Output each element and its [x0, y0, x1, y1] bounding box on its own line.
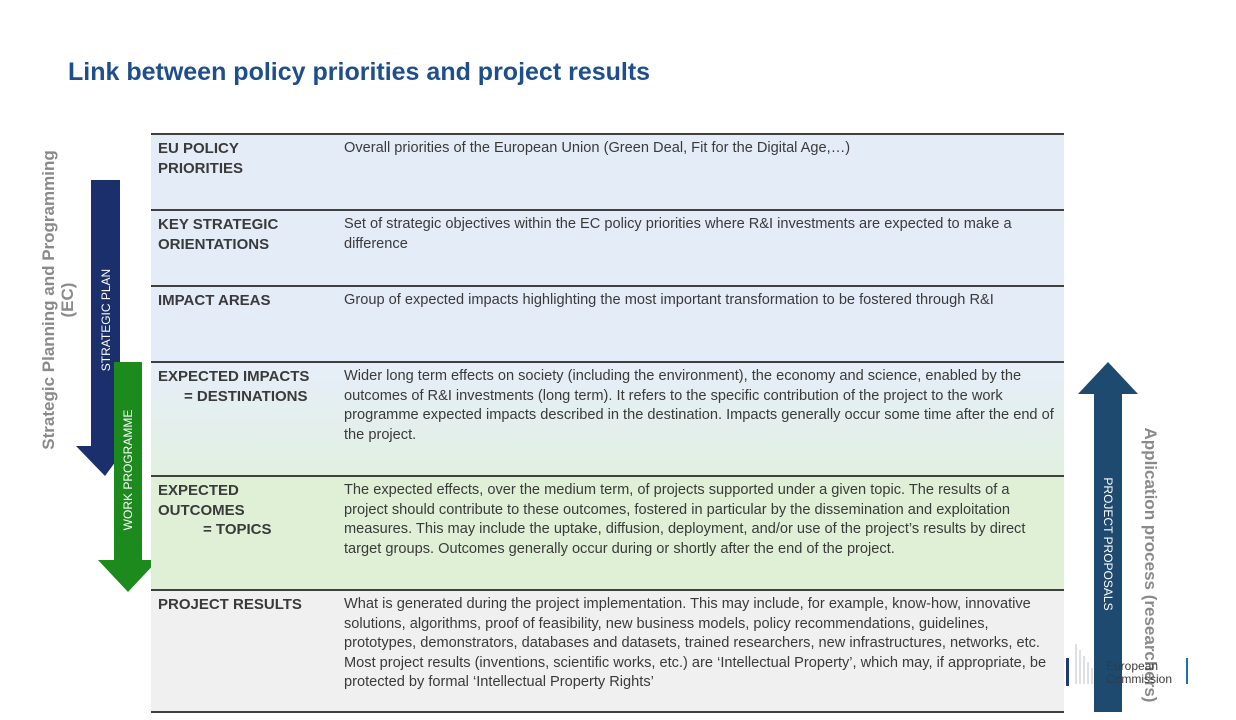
- row-label: EU POLICY PRIORITIES: [158, 139, 243, 178]
- row-label-line: EXPECTED: [158, 482, 239, 499]
- table-row-impact-areas: IMPACT AREAS Group of expected impacts h…: [151, 287, 1064, 363]
- row-description: Group of expected impacts highlighting t…: [344, 292, 994, 308]
- work-programme-arrow: [98, 362, 158, 592]
- row-label: EXPECTED OUTCOMES = TOPICS: [158, 481, 272, 540]
- row-label-line: KEY STRATEGIC: [158, 216, 279, 233]
- table-row-eu-policy-priorities: EU POLICY PRIORITIES Overall priorities …: [151, 135, 1064, 211]
- table-row-key-strategic-orientations: KEY STRATEGIC ORIENTATIONS Set of strate…: [151, 211, 1064, 287]
- policy-results-table: EU POLICY PRIORITIES Overall priorities …: [151, 133, 1064, 713]
- row-label: PROJECT RESULTS: [158, 595, 302, 615]
- row-label-line: OUTCOMES: [158, 501, 245, 519]
- work-programme-arrow-label: WORK PROGRAMME: [121, 409, 135, 531]
- row-label: IMPACT AREAS: [158, 291, 271, 311]
- slide-title: Link between policy priorities and proje…: [68, 58, 651, 86]
- project-proposals-arrow-label: PROJECT PROPOSALS: [1101, 477, 1115, 611]
- row-description: Set of strategic objectives within the E…: [344, 216, 1012, 252]
- row-label-line: PRIORITIES: [158, 159, 244, 177]
- logo-bar-right: [1186, 658, 1188, 684]
- table-row-project-results: PROJECT RESULTS What is generated during…: [151, 591, 1064, 713]
- table-row-expected-impacts: EXPECTED IMPACTS = DESTINATIONS Wider lo…: [151, 363, 1064, 477]
- row-label: EXPECTED IMPACTS = DESTINATIONS: [158, 367, 309, 406]
- logo-text-line1: European: [1106, 659, 1159, 673]
- row-label-line: = TOPICS: [203, 521, 272, 538]
- strategic-planning-label-line1: Strategic Planning and Programming: [39, 150, 58, 450]
- logo-text-line2: Commission: [1106, 672, 1173, 686]
- project-proposals-arrow: [1078, 362, 1138, 712]
- commission-emblem-icon: [1075, 644, 1093, 684]
- row-label: KEY STRATEGIC ORIENTATIONS: [158, 215, 278, 254]
- row-label-line: = DESTINATIONS: [184, 387, 308, 405]
- row-label-line: EU POLICY: [158, 140, 239, 157]
- strategic-plan-arrow-label: STRATEGIC PLAN: [99, 268, 113, 372]
- row-description: The expected effects, over the medium te…: [344, 482, 1026, 557]
- row-description: Overall priorities of the European Union…: [344, 140, 851, 156]
- table-row-expected-outcomes: EXPECTED OUTCOMES = TOPICS The expected …: [151, 477, 1064, 591]
- row-label-line: IMPACT AREAS: [158, 292, 271, 309]
- logo-bar-left: [1066, 658, 1069, 686]
- row-description: What is generated during the project imp…: [344, 596, 1047, 690]
- european-commission-logo: European Commission: [1066, 640, 1196, 690]
- row-description: Wider long term effects on society (incl…: [344, 368, 1054, 443]
- row-label-line: ORIENTATIONS: [158, 235, 270, 253]
- row-label-line: PROJECT RESULTS: [158, 596, 302, 613]
- row-label-line: EXPECTED IMPACTS: [158, 368, 310, 385]
- logo-text: European Commission: [1106, 660, 1172, 686]
